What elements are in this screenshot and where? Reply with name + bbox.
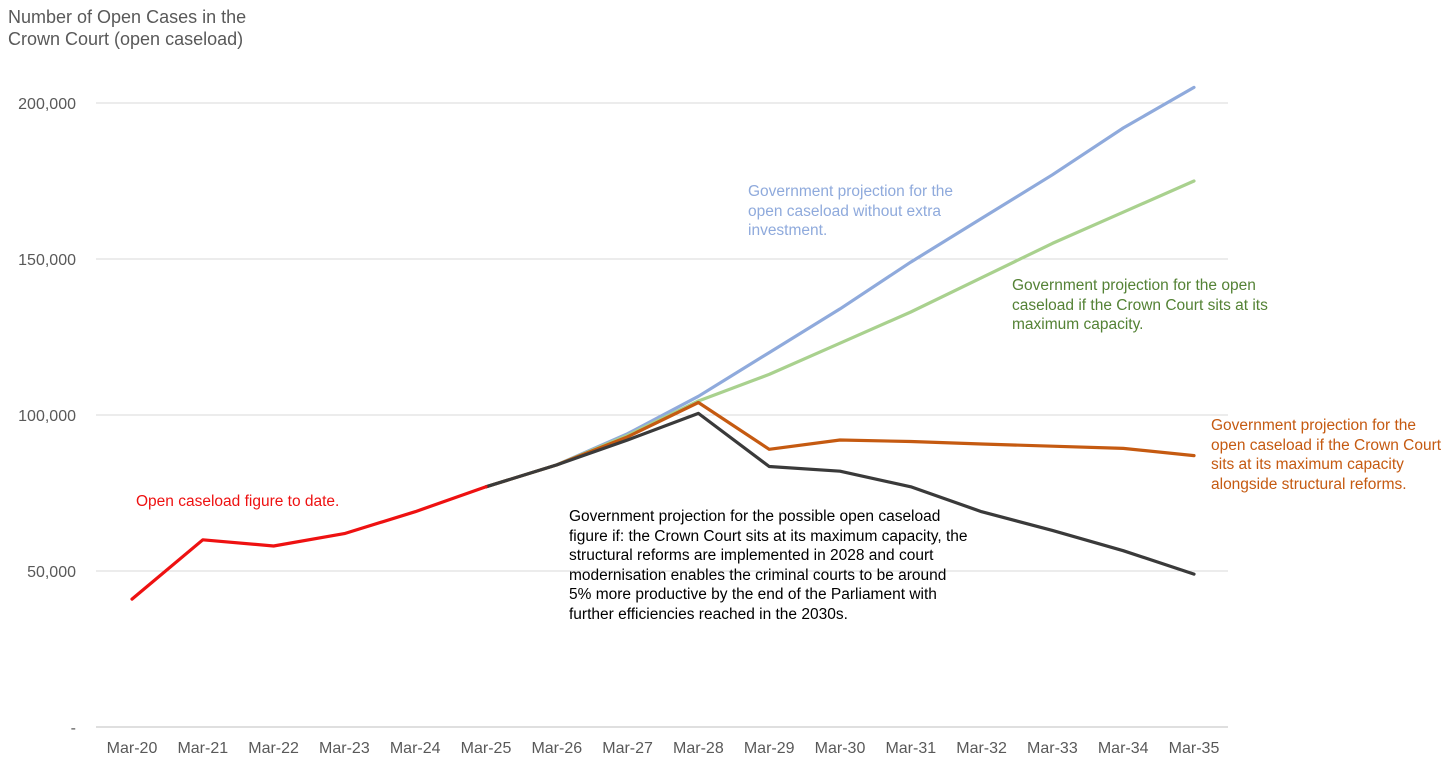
chart-title-line-1: Number of Open Cases in the: [8, 7, 247, 27]
y-axis-ticks: - 50,000 100,000 150,000 200,000: [18, 96, 76, 737]
x-tick-label: Mar-25: [461, 740, 512, 757]
series-line-structural-reforms: [484, 400, 1196, 489]
annotation-modernisation: Government projection for the possible o…: [569, 508, 968, 623]
y-tick-label: 50,000: [27, 564, 76, 581]
annotation-actual: Open caseload figure to date.: [136, 493, 340, 510]
annotation-max-capacity: Government projection for the open casel…: [1012, 277, 1268, 333]
x-tick-label: Mar-22: [248, 740, 299, 757]
x-tick-label: Mar-34: [1098, 740, 1149, 757]
annotation-structural-reforms: Government projection for the open casel…: [1211, 417, 1442, 493]
x-tick-label: Mar-35: [1169, 740, 1220, 757]
x-tick-label: Mar-27: [602, 740, 653, 757]
y-tick-label: -: [71, 720, 76, 737]
x-tick-label: Mar-30: [815, 740, 866, 757]
x-tick-label: Mar-29: [744, 740, 795, 757]
x-tick-label: Mar-31: [885, 740, 936, 757]
y-tick-label: 100,000: [18, 408, 76, 425]
x-tick-label: Mar-20: [107, 740, 158, 757]
x-tick-label: Mar-24: [390, 740, 441, 757]
series-line-modernisation: [484, 411, 1196, 576]
y-tick-label: 150,000: [18, 252, 76, 269]
x-tick-label: Mar-23: [319, 740, 370, 757]
chart-title: Number of Open Cases in the Crown Court …: [8, 6, 246, 50]
annotation-no-investment: Government projection for the open casel…: [748, 183, 954, 239]
x-tick-label: Mar-28: [673, 740, 724, 757]
x-axis-ticks: Mar-20 Mar-21 Mar-22 Mar-23 Mar-24 Mar-25 Mar-…: [107, 740, 1220, 757]
series-lines: [130, 85, 1196, 601]
x-tick-label: Mar-21: [177, 740, 228, 757]
x-tick-label: Mar-33: [1027, 740, 1078, 757]
y-tick-label: 200,000: [18, 96, 76, 113]
x-tick-label: Mar-32: [956, 740, 1007, 757]
series-line-actual: [130, 485, 488, 601]
x-tick-label: Mar-26: [531, 740, 582, 757]
chart-title-line-2: Crown Court (open caseload): [8, 29, 244, 49]
